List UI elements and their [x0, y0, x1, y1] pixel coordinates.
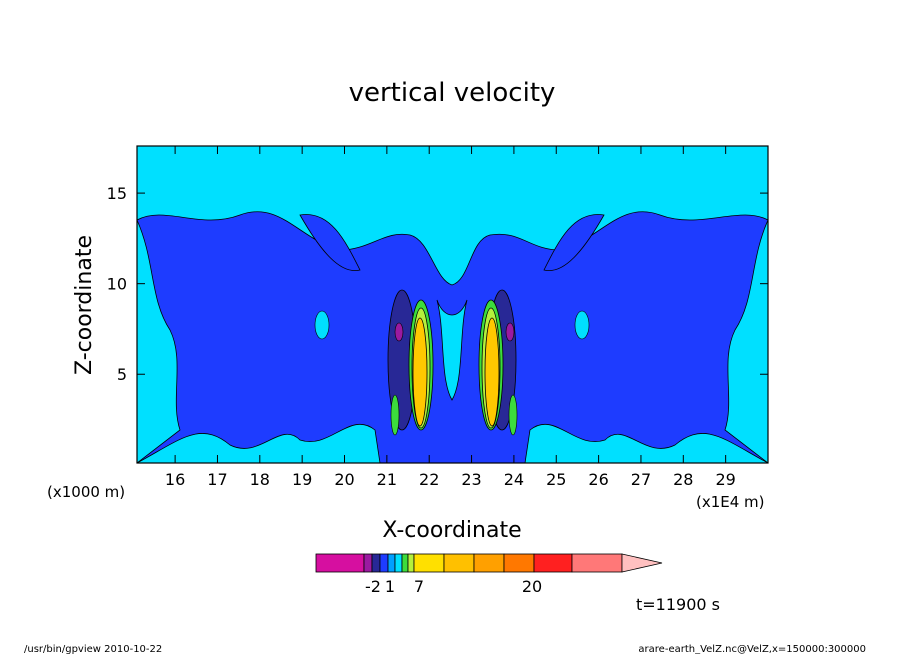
colorbar-segment [371, 553, 381, 573]
x-tick-label: 27 [631, 470, 651, 489]
colorbar-segment [407, 553, 415, 573]
colorbar-tick-label: 20 [522, 577, 542, 596]
colorbar-segment [379, 553, 389, 573]
x-tick-label: 25 [546, 470, 566, 489]
time-label: t=11900 s [636, 595, 720, 614]
x-axis-label: X-coordinate [382, 518, 521, 543]
contour-bottom-band [137, 423, 381, 463]
colorbar-segment [533, 553, 573, 573]
x-tick-label: 28 [673, 470, 693, 489]
contour-center-channel [436, 299, 468, 401]
contour-right-island [574, 310, 590, 340]
colorbar-segment [363, 553, 373, 573]
x-tick-label: 22 [419, 470, 439, 489]
contour-left-magenta [394, 322, 404, 342]
x-unit-right: (x1E4 m) [696, 493, 765, 511]
contour-left-edge [137, 219, 181, 463]
contour-left-small-cell [390, 394, 400, 436]
x-tick-label: 29 [715, 470, 735, 489]
x-tick-label: 19 [292, 470, 312, 489]
colorbar-segment [387, 553, 396, 573]
colorbar-segment [401, 553, 409, 573]
footer-right: arare-earth_VelZ.nc@VelZ,x=150000:300000 [638, 644, 866, 654]
colorbar-segment [394, 553, 403, 573]
colorbar-extension [621, 553, 663, 573]
plot-frame [136, 145, 769, 464]
contour-right-magenta [505, 322, 515, 342]
colorbar [315, 553, 663, 573]
contour-bottom-band-right [524, 423, 768, 463]
colorbar-segment [571, 553, 623, 573]
contour-right-blob [543, 214, 605, 272]
chart-title: vertical velocity [349, 78, 556, 108]
x-tick-label: 21 [377, 470, 397, 489]
x-tick-label: 16 [165, 470, 185, 489]
x-tick-label: 23 [461, 470, 481, 489]
colorbar-tick-label: -2 [365, 577, 381, 596]
colorbar-segment [315, 553, 365, 573]
plot-area [137, 146, 768, 463]
y-axis-label: Z-coordinate [72, 235, 97, 375]
contour-left-core [412, 317, 428, 427]
colorbar-ticks: -2 1 7 20 [365, 577, 542, 596]
contour-right-small-cell [508, 394, 518, 436]
contour-left-island [314, 310, 330, 340]
x-tick-label: 26 [588, 470, 608, 489]
contour-right-edge [724, 219, 768, 463]
x-axis: 16 17 18 19 20 21 22 23 24 25 26 27 28 29 [165, 146, 736, 489]
colorbar-segment [413, 553, 445, 573]
x-unit-left: (x1000 m) [47, 483, 125, 501]
colorbar-tick-label: 7 [414, 577, 424, 596]
colorbar-tick-label: 1 [385, 577, 395, 596]
contour-left-blob [299, 214, 361, 272]
x-tick-label: 17 [207, 470, 227, 489]
contour-right-core [484, 317, 500, 427]
contour-top-band [137, 146, 768, 286]
x-tick-label: 20 [334, 470, 354, 489]
y-tick-label: 15 [107, 184, 127, 203]
x-tick-label: 18 [250, 470, 270, 489]
colorbar-segment [473, 553, 505, 573]
x-tick-label: 24 [504, 470, 524, 489]
colorbar-segment [443, 553, 475, 573]
footer-left: /usr/bin/gpview 2010-10-22 [24, 644, 162, 654]
colorbar-segment [503, 553, 535, 573]
y-axis: 5 10 15 [107, 184, 768, 384]
y-tick-label: 10 [107, 275, 127, 294]
y-tick-label: 5 [117, 365, 127, 384]
